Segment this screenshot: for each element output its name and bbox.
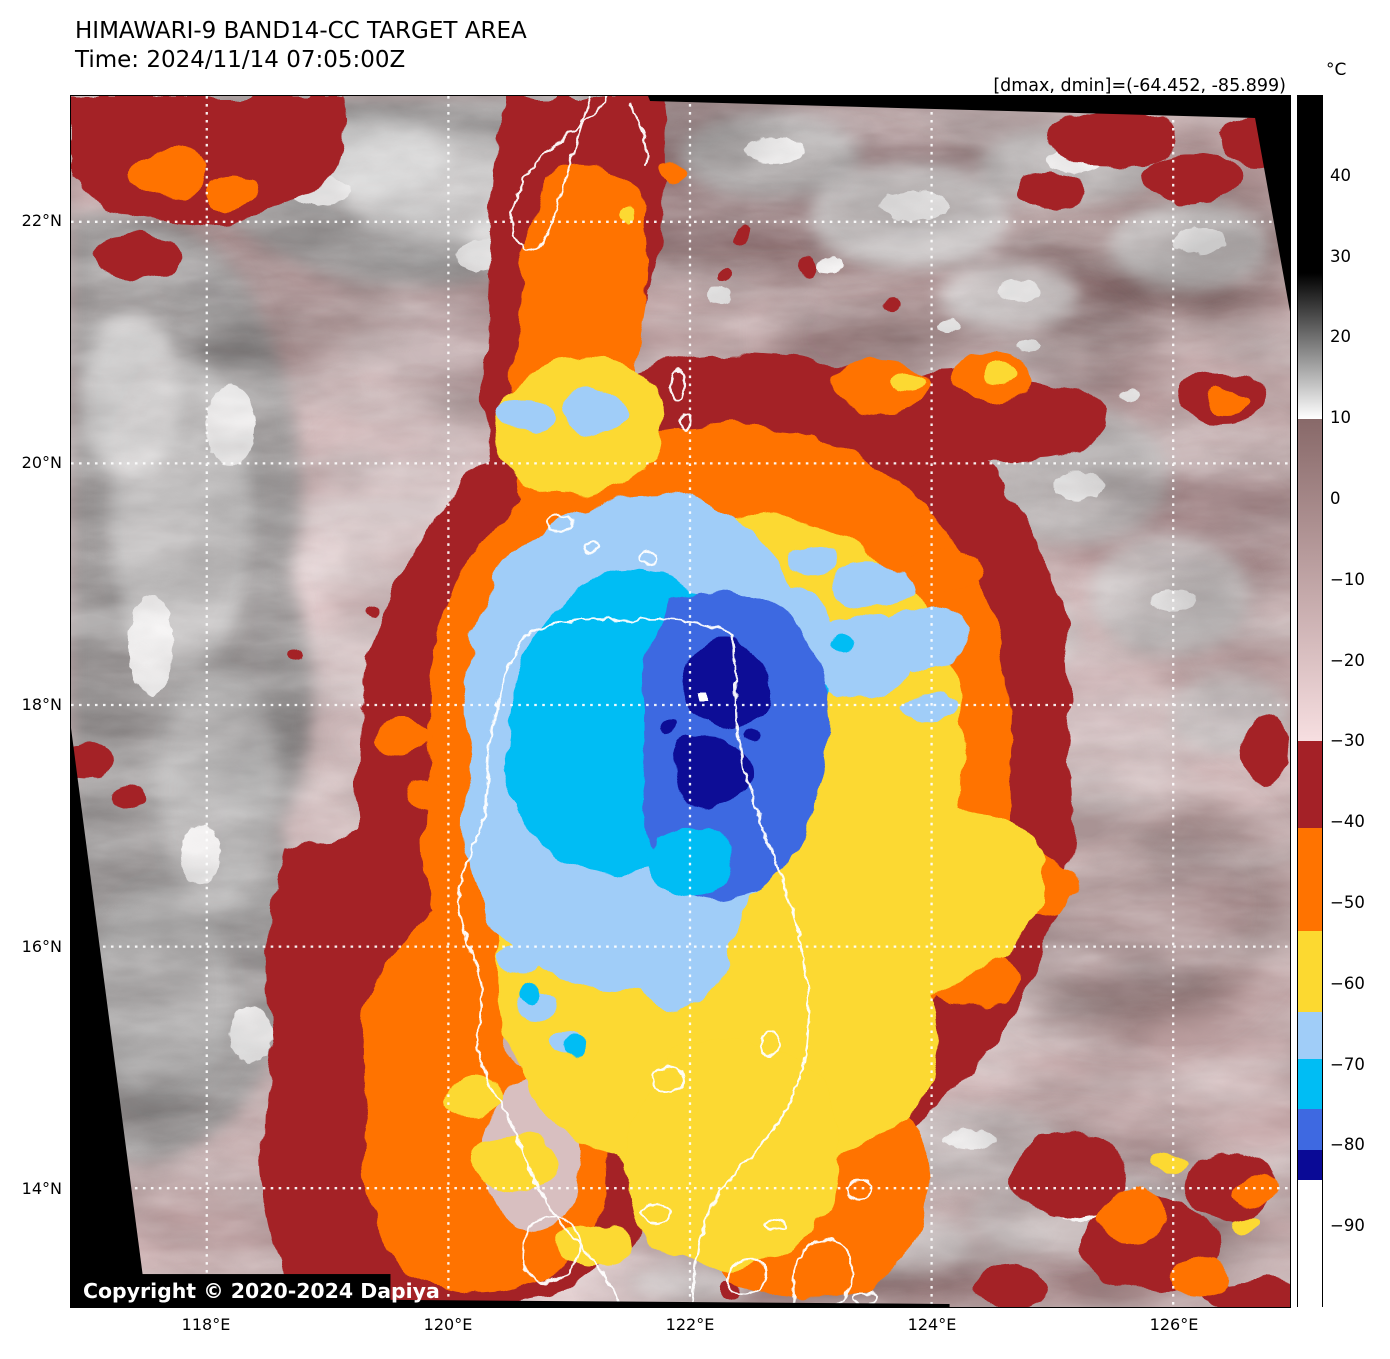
colorbar-tick-label: −50 <box>1330 893 1365 912</box>
colorbar-segment <box>1298 1012 1322 1060</box>
batanes-island-outline <box>669 369 687 402</box>
graticule-gridlines <box>71 96 1290 1307</box>
lon-tick-label: 122°E <box>665 1315 715 1334</box>
colorbar-tick-label: 0 <box>1330 489 1341 508</box>
colorbar-segment <box>1298 96 1322 275</box>
colorbar-tick-label: 40 <box>1330 165 1351 185</box>
small-island-outline <box>763 1217 786 1232</box>
colorbar-tick-label: −40 <box>1330 812 1365 832</box>
colorbar-tick-label: 30 <box>1330 246 1351 266</box>
plot-timestamp: Time: 2024/11/14 07:05:00Z <box>75 47 406 73</box>
colorbar-tick-label: −90 <box>1330 1216 1365 1236</box>
colorbar-segment <box>1298 827 1322 932</box>
taiwan-east-coast <box>629 103 649 169</box>
colorbar-unit-label: °C <box>1326 60 1347 80</box>
dmax-dmin-readout: [dmax, dmin]=(-64.452, -85.899) <box>993 76 1286 96</box>
samar-island-outline <box>792 1238 854 1307</box>
colorbar-tick-label: 20 <box>1330 327 1351 347</box>
coastlines <box>457 96 878 1307</box>
colorbar-tick-label: −20 <box>1330 650 1365 670</box>
babuyan-island-outline-3 <box>638 550 658 565</box>
lat-tick-label: 18°N <box>21 695 62 714</box>
polillo-island-outline <box>759 1031 780 1058</box>
colorbar-segment <box>1298 930 1322 1013</box>
babuyan-island-outline-2 <box>584 541 601 554</box>
colorbar-segment <box>1298 1180 1322 1307</box>
copyright-box <box>71 1274 391 1307</box>
colorbar-segment <box>1298 418 1322 742</box>
copyright-badge: Copyright © 2020-2024 Dapiya <box>71 1274 440 1307</box>
cyan-swirl-patch <box>648 828 734 897</box>
mindoro-island-outline <box>521 1215 582 1284</box>
typhoon-ir-layers <box>71 96 1290 1307</box>
colorbar-segment <box>1298 741 1322 829</box>
taiwan-coastline <box>510 96 610 252</box>
lat-tick-label: 16°N <box>21 937 62 956</box>
lat-tick-label: 20°N <box>21 453 62 472</box>
lat-tick-label: 22°N <box>21 211 62 230</box>
colorbar-tick-label: −70 <box>1330 1054 1365 1074</box>
lon-tick-label: 124°E <box>907 1315 957 1334</box>
colorbar-tick-label: −10 <box>1330 569 1365 589</box>
babuyan-island-outline <box>546 514 575 533</box>
laguna-lake-outline <box>650 1066 686 1093</box>
masbate-island-outline <box>726 1257 767 1296</box>
marinduque-island-outline <box>639 1203 671 1226</box>
lon-tick-label: 126°E <box>1149 1315 1199 1334</box>
colorbar-segment <box>1298 1059 1322 1110</box>
colorbar-segment <box>1298 1109 1322 1151</box>
swath-corner-bottomleft <box>71 727 147 1307</box>
temperature-colorbar <box>1297 95 1323 1307</box>
colorbar-segment <box>1298 1150 1322 1181</box>
colorbar-segment <box>1298 273 1322 420</box>
lon-tick-label: 120°E <box>423 1315 473 1334</box>
colorbar-tick-label: −60 <box>1330 973 1365 993</box>
colorbar-tick-label: 10 <box>1330 408 1351 428</box>
luzon-coastline <box>457 617 810 1307</box>
lat-tick-label: 14°N <box>21 1179 62 1198</box>
satellite-scene: Copyright © 2020-2024 Dapiya <box>71 96 1290 1307</box>
colorbar-tick-label: −30 <box>1330 731 1365 751</box>
lon-tick-label: 118°E <box>181 1315 231 1334</box>
colorbar-tick-label: −80 <box>1330 1135 1365 1155</box>
copyright-text: Copyright © 2020-2024 Dapiya <box>83 1279 440 1303</box>
batanes-island-outline-2 <box>679 412 693 431</box>
satellite-image-panel: Copyright © 2020-2024 Dapiya <box>70 95 1291 1308</box>
plot-title: HIMAWARI-9 BAND14-CC TARGET AREA <box>75 18 527 44</box>
typhoon-eye-dot <box>697 691 707 699</box>
